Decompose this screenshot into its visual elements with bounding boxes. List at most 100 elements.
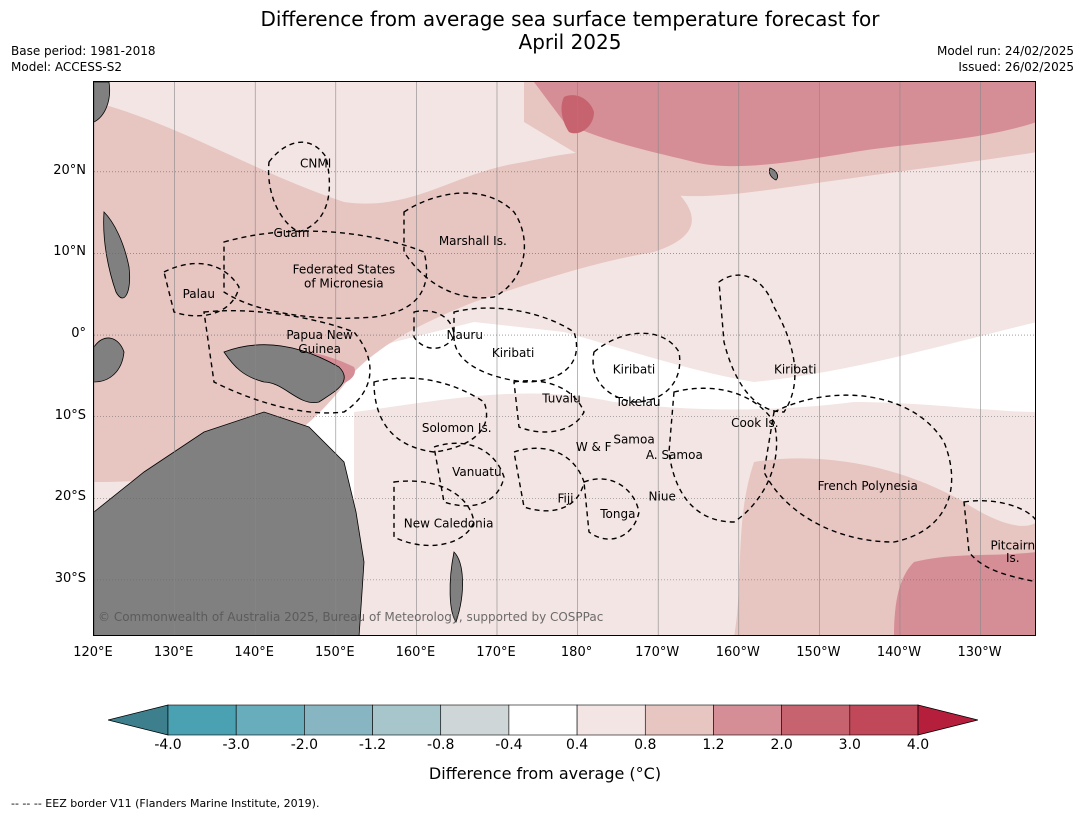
country-label: Pitcairn — [991, 539, 1036, 553]
country-label: CNMI — [300, 157, 331, 171]
eez-cook — [668, 387, 778, 523]
country-label: French Polynesia — [818, 479, 918, 493]
country-label: Solomon Is. — [422, 421, 492, 435]
eez-kiribati-line — [718, 274, 796, 413]
longitude-tick-label: 170°W — [635, 645, 680, 660]
land-borneo — [94, 337, 125, 383]
country-label: Kiribati — [774, 362, 816, 376]
country-label: A. Samoa — [646, 448, 703, 462]
colorbar-bin — [372, 704, 442, 736]
colorbar-tick-label: -4.0 — [154, 737, 182, 753]
colorbar-tick-label: 4.0 — [906, 737, 930, 753]
eez-pitcairn — [963, 500, 1035, 583]
meta-left: Base period: 1981-2018 Model: ACCESS-S2 — [11, 43, 156, 75]
colorbar-tick-label: -1.2 — [358, 737, 387, 753]
sst-anomaly-map: CNMI Guam Palau Federated States of Micrones… — [93, 81, 1036, 636]
colorbar-tick-label: -2.0 — [290, 737, 319, 753]
country-label: Federated States — [293, 263, 395, 277]
country-label: Tokelau — [615, 395, 661, 409]
country-label: Guam — [273, 226, 309, 240]
country-label: W & F — [576, 440, 612, 454]
longitude-tick-label: 160°E — [395, 645, 436, 660]
colorbar-bin — [235, 704, 305, 736]
land-hawaii — [768, 167, 778, 181]
chart-title: Difference from average sea surface temp… — [170, 8, 970, 54]
land-masses — [94, 82, 778, 635]
colorbar-bin — [713, 704, 782, 736]
anomaly-field-strong-southeast — [894, 552, 1035, 635]
colorbar-tick-label: 2.0 — [770, 737, 793, 753]
eez-fiji — [513, 447, 585, 512]
country-label: Marshall Is. — [439, 234, 507, 248]
longitude-tick-label: 180° — [560, 645, 593, 660]
base-period: Base period: 1981-2018 — [11, 44, 156, 58]
model-name: Model: ACCESS-S2 — [11, 60, 123, 74]
eez-solomon — [373, 377, 488, 453]
longitude-tick-label: 150°W — [796, 645, 841, 660]
country-label: Tonga — [599, 507, 635, 521]
colorbar-bin — [849, 704, 919, 736]
colorbar-svg — [107, 704, 979, 736]
eez-tuvalu — [513, 380, 585, 433]
longitude-tick-label: 150°E — [315, 645, 355, 660]
latitude-tick-label: 20°N — [53, 162, 86, 178]
latitude-tick-label: 0° — [71, 326, 86, 341]
colorbar-bin — [440, 704, 510, 736]
country-label: Tuvalu — [541, 392, 581, 406]
longitude-tick-label: 140°E — [234, 645, 274, 660]
colorbar-bin — [781, 704, 851, 736]
eez-tonga — [583, 478, 640, 540]
colorbar-bin — [644, 704, 714, 736]
eez-kiribati-gilbert — [453, 307, 578, 383]
eez-palau — [163, 262, 240, 317]
issued-date: Issued: 26/02/2025 — [958, 60, 1074, 74]
latitude-tick-label: 30°S — [54, 570, 86, 586]
eez-new-caledonia — [393, 480, 475, 547]
colorbar-tick-label: -0.8 — [427, 737, 455, 753]
land-new-guinea — [223, 344, 345, 404]
colorbar-tick-label: 0.4 — [565, 737, 589, 753]
eez-kiribati-phoenix — [592, 332, 681, 403]
longitude-tick-label: 140°W — [876, 645, 922, 660]
country-label: Kiribati — [492, 346, 534, 360]
anomaly-field-strong-north — [534, 82, 1035, 167]
eez-borders — [163, 141, 1035, 583]
latitude-tick-label: 10°S — [54, 407, 86, 423]
longitude-tick-label: 130°E — [153, 645, 194, 660]
colorbar-tick-label: 1.2 — [702, 737, 725, 753]
country-label: Guinea — [298, 342, 341, 356]
colorbar-tick-label: -3.0 — [222, 737, 250, 753]
country-label: Papua New — [286, 328, 353, 342]
colorbar-bin — [508, 704, 578, 736]
title-line-2: April 2025 — [518, 30, 622, 54]
eez-marshall — [403, 192, 526, 299]
meta-right: Model run: 24/02/2025 Issued: 26/02/2025 — [937, 43, 1074, 75]
eez-french-polynesia — [763, 394, 953, 543]
longitude-tick-label: 130°W — [957, 645, 1002, 660]
country-label: Vanuatu — [452, 465, 502, 479]
colorbar-bin — [167, 704, 237, 736]
colorbar-extend-low — [107, 704, 169, 736]
country-label: of Micronesia — [304, 277, 384, 291]
anomaly-field-medium-west — [94, 102, 692, 482]
colorbar-tick-label: 3.0 — [838, 737, 861, 753]
country-label: New Caledonia — [404, 517, 494, 531]
country-label: Samoa — [613, 432, 654, 446]
country-label: Palau — [183, 287, 215, 301]
country-label: Is. — [1006, 551, 1020, 565]
land-philippines — [103, 211, 131, 299]
latitude-tick-label: 20°S — [54, 489, 86, 505]
colorbar — [107, 704, 979, 736]
colorbar-tick-label: -0.4 — [495, 737, 523, 753]
land-australia — [94, 411, 365, 635]
colorbar-bin — [304, 704, 373, 736]
country-label: Kiribati — [613, 362, 655, 376]
longitude-tick-label: 120°E — [73, 645, 113, 660]
longitude-tick-label: 170°E — [476, 645, 516, 660]
eez-fsm — [223, 230, 428, 319]
land-new-zealand — [449, 551, 463, 623]
copyright-notice: © Commonwealth of Australia 2025, Bureau… — [98, 610, 604, 624]
latitude-tick-label: 10°N — [53, 244, 86, 260]
